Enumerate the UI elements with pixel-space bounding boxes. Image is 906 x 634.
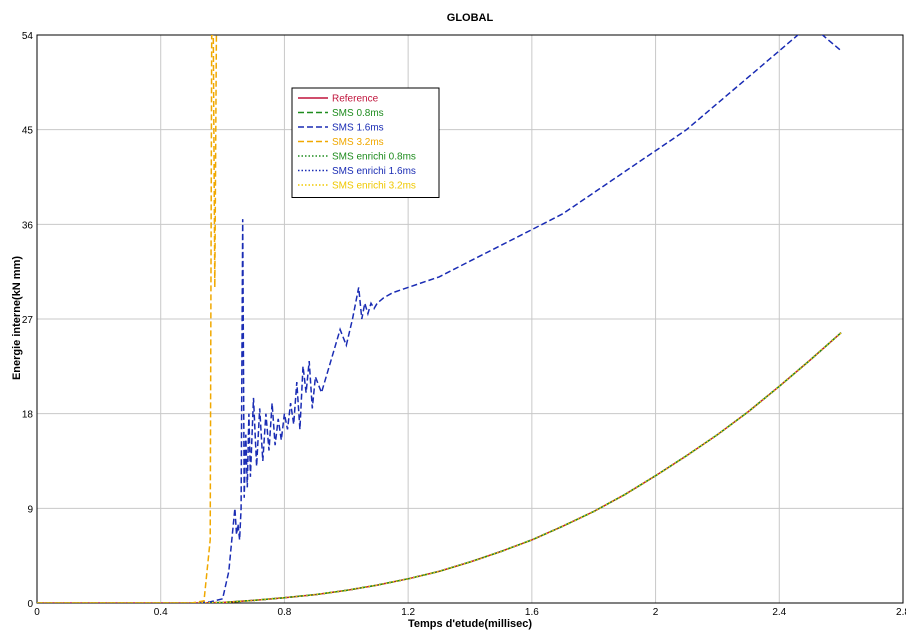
y-tick-label: 18: [22, 410, 34, 421]
chart-title: GLOBAL: [447, 12, 494, 24]
y-axis-label: Energie interne(kN mm): [11, 256, 23, 380]
y-tick-label: 36: [22, 220, 34, 231]
x-axis-label: Temps d'etude(millisec): [408, 618, 532, 630]
series-line-2: [37, 35, 842, 603]
x-tick-label: 0.4: [154, 607, 168, 618]
x-tick-label: 0.8: [277, 607, 291, 618]
y-axis-ticks: 0 9 18 27 36 45 54: [22, 31, 34, 610]
legend-label: SMS 0.8ms: [332, 108, 384, 119]
y-tick-label: 54: [22, 31, 34, 42]
legend-label: SMS enrichi 3.2ms: [332, 181, 416, 192]
legend-label: Reference: [332, 94, 379, 105]
legend: Reference SMS 0.8ms SMS 1.6ms SMS 3.2ms SMS …: [291, 87, 440, 198]
x-tick-label: 2.4: [772, 607, 786, 618]
y-tick-label: 45: [22, 126, 34, 137]
y-tick-label: 9: [27, 504, 33, 515]
x-tick-label: 1.6: [525, 607, 539, 618]
series-line-6: [37, 332, 842, 603]
x-tick-label: 2: [653, 607, 659, 618]
legend-label: SMS 1.6ms: [332, 123, 384, 134]
legend-label: SMS 3.2ms: [332, 137, 384, 148]
x-tick-label: 1.2: [401, 607, 415, 618]
legend-label: SMS enrichi 1.6ms: [332, 166, 416, 177]
x-tick-label: 2.8: [896, 607, 906, 618]
x-axis-ticks: 0 0.4 0.8 1.2 1.6 2 2.4 2.8: [34, 607, 906, 618]
legend-box: [291, 87, 440, 198]
y-tick-label: 27: [22, 315, 34, 326]
legend-label: SMS enrichi 0.8ms: [332, 152, 416, 163]
series-layer: [37, 35, 842, 603]
y-tick-label: 0: [27, 599, 33, 610]
grid: [36, 34, 904, 604]
plot-frame: [36, 34, 904, 604]
x-tick-label: 0: [34, 607, 40, 618]
